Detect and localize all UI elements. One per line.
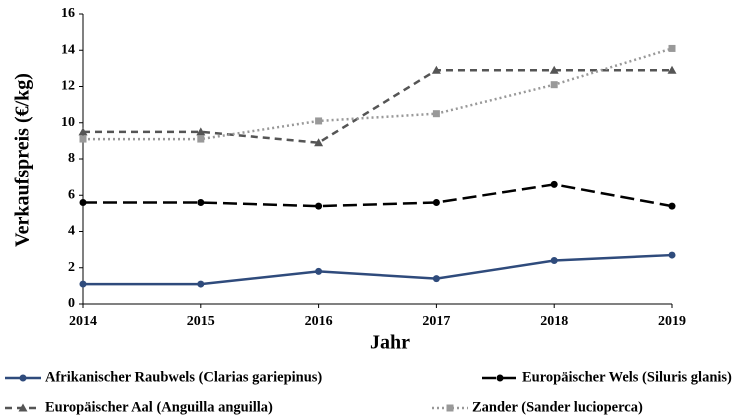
data-point bbox=[314, 138, 324, 147]
data-point bbox=[668, 202, 676, 210]
y-tick-label: 4 bbox=[68, 224, 75, 239]
data-point bbox=[315, 202, 323, 210]
legend-marker bbox=[18, 403, 28, 412]
data-point bbox=[550, 257, 558, 264]
data-point bbox=[315, 117, 323, 125]
data-point bbox=[315, 267, 323, 275]
legend-marker bbox=[19, 374, 27, 382]
data-point bbox=[197, 135, 205, 143]
series-line bbox=[83, 253, 673, 286]
data-point bbox=[432, 275, 440, 283]
legend-label: Europäischer Aal (Anguilla anguilla) bbox=[45, 399, 273, 415]
legend-label: Afrikanischer Raubwels (Clarias gariepin… bbox=[45, 369, 322, 385]
data-point bbox=[668, 251, 676, 259]
x-tick-label: 2018 bbox=[540, 314, 568, 329]
x-axis-title: Jahr bbox=[370, 332, 410, 354]
data-point bbox=[197, 280, 205, 288]
data-point bbox=[79, 280, 87, 288]
y-tick-label: 14 bbox=[61, 42, 75, 57]
data-point bbox=[550, 180, 558, 188]
series-line bbox=[83, 68, 672, 144]
data-point bbox=[668, 44, 676, 52]
y-tick-label: 2 bbox=[68, 260, 75, 275]
y-tick-label: 12 bbox=[61, 79, 75, 94]
x-tick-label: 2016 bbox=[305, 314, 333, 329]
legend-label: Zander (Sander lucioperca) bbox=[472, 399, 643, 415]
y-tick-label: 0 bbox=[68, 296, 75, 311]
x-tick-label: 2019 bbox=[658, 314, 686, 329]
y-tick-label: 10 bbox=[61, 115, 75, 130]
x-tick-label: 2015 bbox=[187, 314, 215, 329]
data-point bbox=[431, 65, 441, 74]
data-point bbox=[79, 199, 87, 206]
data-point bbox=[550, 81, 558, 89]
y-axis-title: Verkaufspreis (€/kg) bbox=[12, 73, 34, 247]
data-point bbox=[196, 127, 206, 136]
series-line bbox=[83, 47, 673, 141]
data-point bbox=[432, 199, 440, 206]
legend-label: Europäischer Wels (Siluris glanis) bbox=[522, 369, 732, 385]
data-point bbox=[667, 65, 677, 74]
legend-marker bbox=[496, 374, 504, 382]
x-tick-label: 2017 bbox=[422, 314, 450, 329]
data-point bbox=[197, 199, 205, 206]
data-point bbox=[79, 135, 87, 143]
y-tick-label: 16 bbox=[61, 6, 75, 21]
data-point bbox=[432, 110, 440, 118]
data-point bbox=[549, 65, 559, 74]
data-point bbox=[78, 127, 88, 136]
x-tick-label: 2014 bbox=[69, 314, 97, 329]
y-tick-label: 8 bbox=[68, 151, 75, 166]
legend-marker bbox=[446, 404, 454, 412]
y-tick-label: 6 bbox=[68, 187, 75, 202]
series-line bbox=[83, 183, 673, 208]
